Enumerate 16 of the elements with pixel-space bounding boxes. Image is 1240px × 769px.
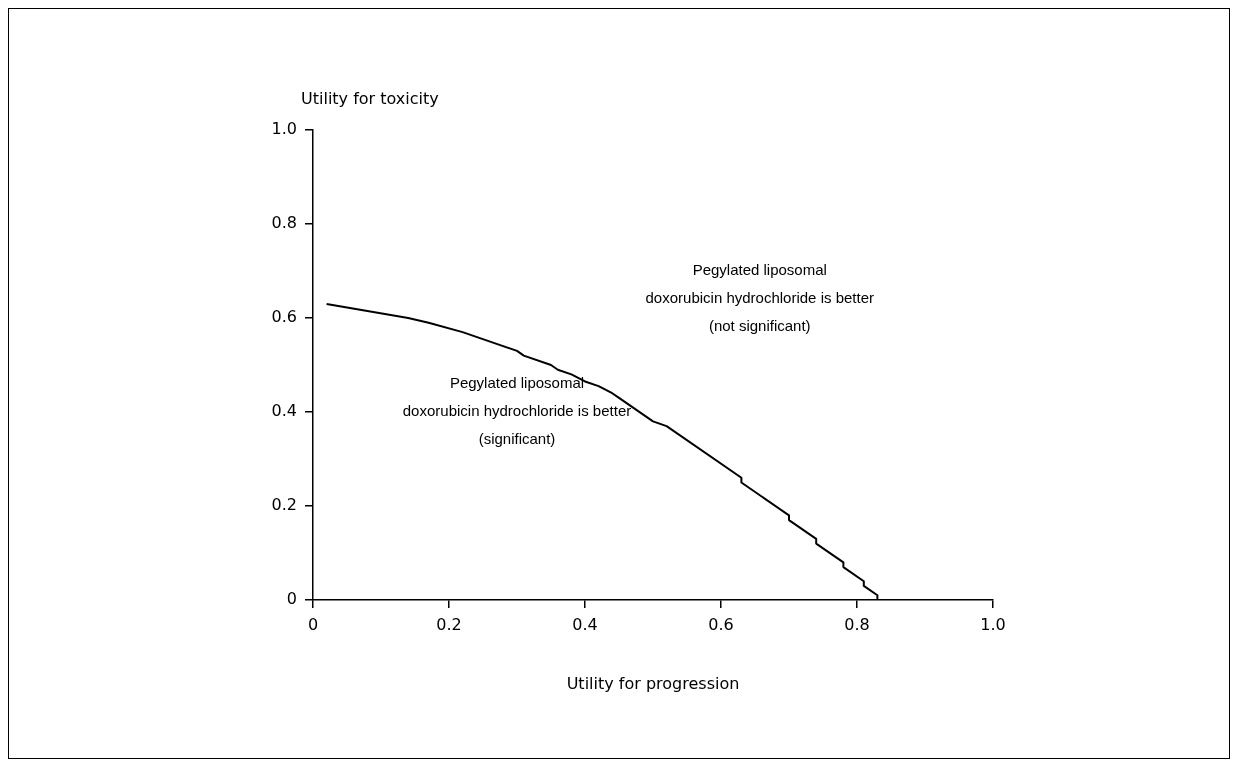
x-tick-label: 0.6 <box>708 614 734 634</box>
y-tick-label: 0.6 <box>271 307 297 327</box>
y-axis-title: Utility for toxicity <box>301 89 439 109</box>
annotation: Pegylated liposomal doxorubicin hydrochloride is better (not significant) <box>645 261 874 335</box>
y-tick-label: 0 <box>286 589 297 609</box>
y-tick-label: 0.8 <box>271 213 297 233</box>
y-tick-label: 0.4 <box>271 401 297 421</box>
y-tick-label: 0.2 <box>271 495 297 515</box>
annotation: Pegylated liposomal doxorubicin hydrochloride is better (significant) <box>402 373 632 447</box>
x-tick-label: 0 <box>307 614 319 634</box>
x-tick-label: 0.4 <box>572 614 598 634</box>
x-tick-label: 1.0 <box>980 614 1006 634</box>
x-tick-label: 0.2 <box>436 614 462 634</box>
x-axis-title: Utility for progression <box>566 674 740 694</box>
y-tick-label: 1.0 <box>271 119 297 139</box>
x-tick-label: 0.8 <box>844 614 870 634</box>
